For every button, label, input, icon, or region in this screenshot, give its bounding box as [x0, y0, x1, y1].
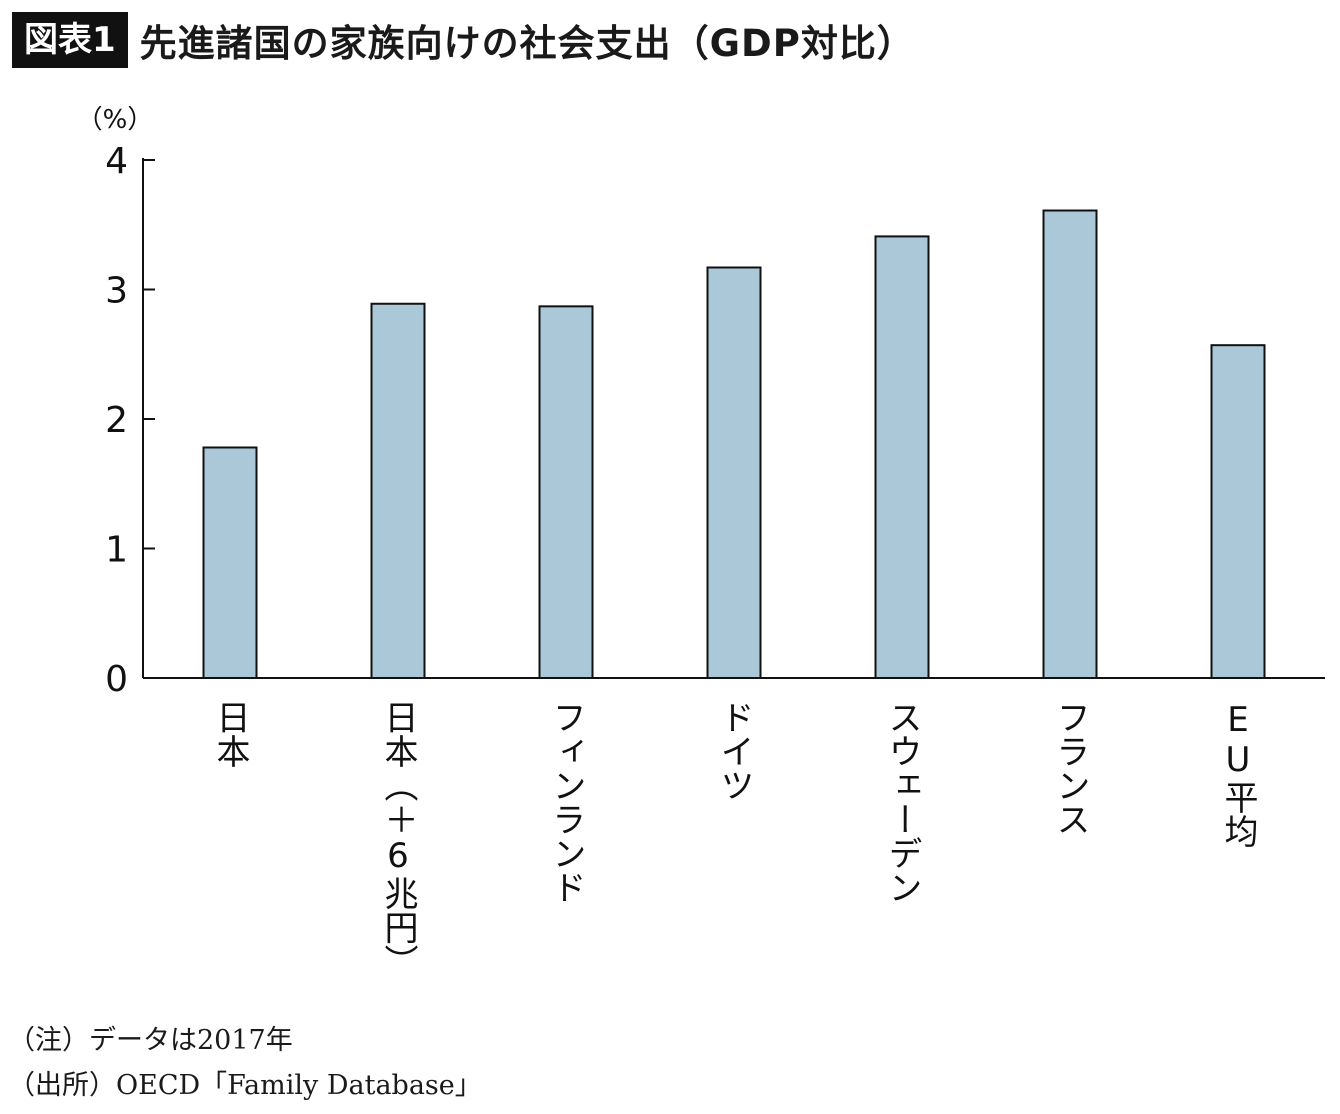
- bar: [706, 266, 762, 679]
- y-tick-label: 4: [105, 141, 128, 182]
- x-category-label: フィンランド: [546, 700, 586, 904]
- figure-number-badge: 図表1: [12, 12, 128, 68]
- bar: [874, 235, 930, 679]
- y-tick-label: 3: [105, 271, 128, 312]
- bar: [538, 305, 594, 679]
- bar: [1210, 344, 1266, 679]
- y-tick-label: 0: [105, 659, 128, 700]
- x-category-label: スウェーデン: [882, 700, 922, 904]
- y-tick-label: 1: [105, 530, 128, 571]
- source-note: （出所）OECD「Family Database」: [8, 1070, 482, 1101]
- chart-title: 先進諸国の家族向けの社会支出（GDP対比）: [139, 22, 915, 65]
- y-tick-label: 2: [105, 400, 128, 441]
- x-category-label: EU平均: [1218, 700, 1258, 848]
- x-category-label: 日本（＋6兆円）: [378, 700, 418, 978]
- bar-chart: （%） 0 1 2 3 4 日本 日本（＋6兆円） フィンランド ドイツ スウェーデン フランス EU…: [77, 105, 1325, 978]
- bar: [1042, 209, 1098, 679]
- chart-bars: [202, 209, 1266, 679]
- x-axis-labels: 日本 日本（＋6兆円） フィンランド ドイツ スウェーデン フランス EU平均: [210, 700, 1258, 978]
- chart-header: 図表1 先進諸国の家族向けの社会支出（GDP対比）: [12, 12, 915, 68]
- x-category-label: フランス: [1050, 700, 1090, 836]
- bar: [370, 302, 426, 679]
- y-axis-unit-label: （%）: [77, 105, 154, 135]
- chart-notes: （注）データは2017年 （出所）OECD「Family Database」: [8, 1018, 482, 1108]
- chart-axes: （%） 0 1 2 3 4: [77, 105, 1325, 700]
- bar: [202, 446, 258, 679]
- x-category-label: 日本: [210, 700, 250, 768]
- x-category-label: ドイツ: [714, 700, 754, 802]
- data-note: （注）データは2017年: [8, 1025, 293, 1056]
